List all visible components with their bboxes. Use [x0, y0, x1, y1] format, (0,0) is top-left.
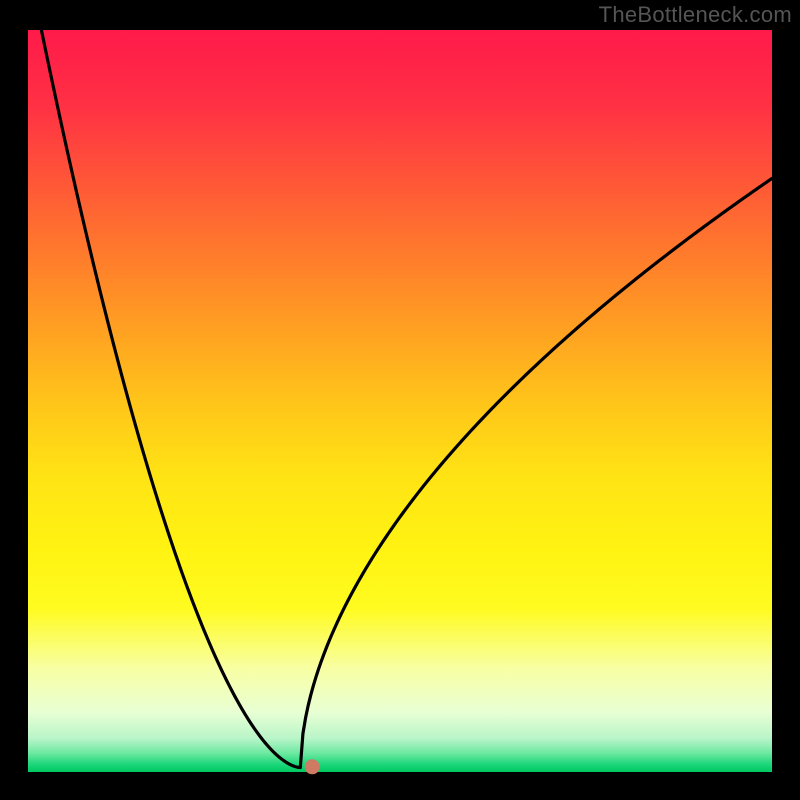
chart-container: TheBottleneck.com — [0, 0, 800, 800]
gradient-background — [0, 0, 800, 800]
watermark-text: TheBottleneck.com — [599, 2, 792, 28]
